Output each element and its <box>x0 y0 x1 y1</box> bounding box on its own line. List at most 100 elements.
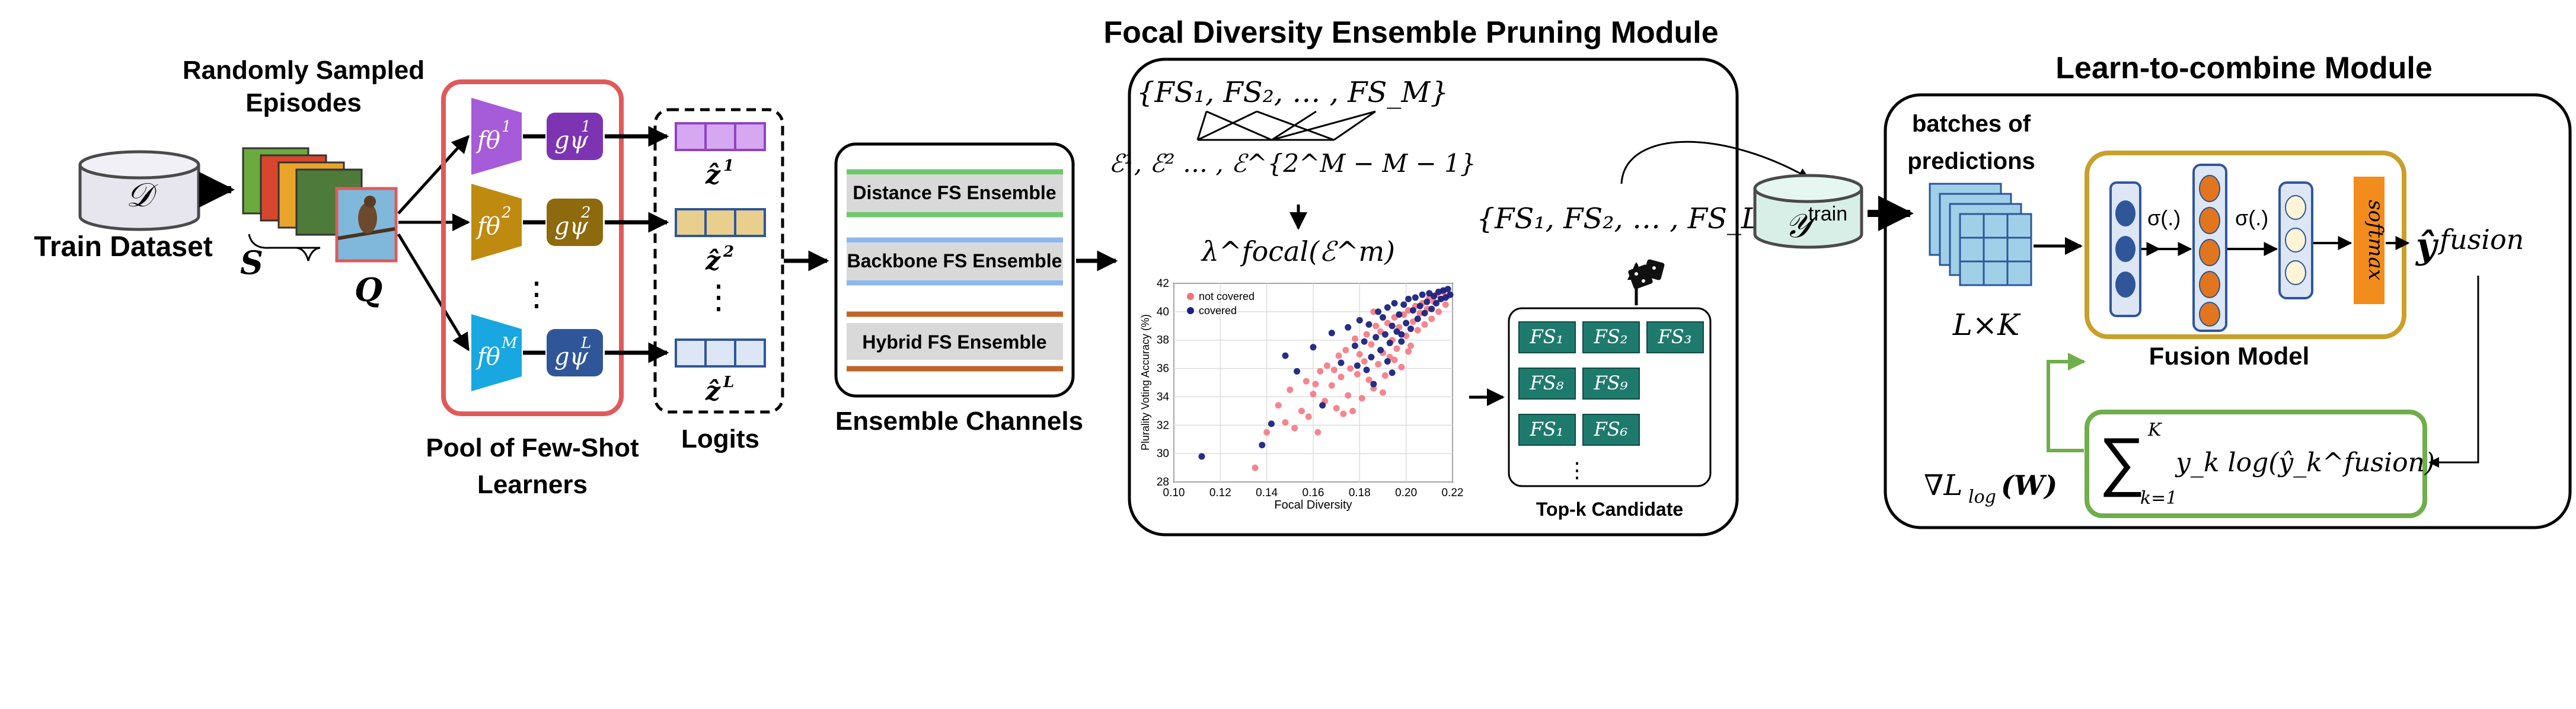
point-covered <box>1352 342 1358 349</box>
softmax-block <box>2354 177 2385 304</box>
point-covered <box>1259 442 1266 449</box>
arrow-query-to-learner-m <box>397 233 470 352</box>
point-not-covered <box>1358 395 1365 402</box>
scatter-points <box>1198 286 1454 471</box>
logit-l-sup: L <box>723 373 734 391</box>
point-covered <box>1433 300 1440 306</box>
learner-pool: fθ 1 gψ 1 fθ 2 gψ 2 ⋮ fθ M gψ L <box>426 79 639 499</box>
point-not-covered <box>1391 356 1398 363</box>
learner-2-g-sup: 2 <box>580 204 591 222</box>
backbone-trapezoid-1 <box>471 98 522 175</box>
grid-dims: L×K <box>1952 308 2021 342</box>
point-not-covered <box>1398 363 1405 371</box>
point-covered <box>1396 311 1403 318</box>
point-not-covered <box>1298 407 1305 414</box>
topk-box-label: FS₁ <box>1530 418 1564 440</box>
point-covered <box>1403 320 1410 327</box>
dataset-label: Train Dataset <box>34 231 212 263</box>
point-not-covered <box>1317 368 1324 375</box>
point-not-covered <box>1442 301 1449 308</box>
head-box-l <box>547 329 603 376</box>
train-dataset: 𝒟 Train Dataset <box>34 150 213 263</box>
gradient: ∇L <box>1924 469 1962 502</box>
point-covered <box>1405 295 1412 302</box>
logit-ellipsis: ⋮ <box>702 278 735 315</box>
point-covered <box>1268 420 1275 427</box>
point-covered <box>1377 346 1384 353</box>
point-not-covered <box>1303 378 1310 385</box>
learner-2: fθ 2 gψ 2 <box>471 184 603 261</box>
point-covered <box>1294 368 1301 375</box>
x-tick-label: 0.16 <box>1303 487 1324 499</box>
loss-box: ∑ K k=1 y_k log(ŷ_k^fusion) <box>2085 410 2435 518</box>
logits-label: Logits <box>681 424 759 453</box>
topk-box <box>1518 321 1576 353</box>
learner-1-g-sup: 1 <box>581 118 591 136</box>
learner-m: fθ M gψ L <box>471 314 603 391</box>
episodes: Randomly Sampled Episodes S Q <box>183 56 424 309</box>
sum-bottom: k=1 <box>2140 488 2177 509</box>
backbone-trapezoid-2 <box>471 184 522 261</box>
fusion-label: Fusion Model <box>2149 342 2310 370</box>
point-not-covered <box>1405 306 1412 314</box>
y-tick-label: 42 <box>1157 277 1169 290</box>
learner-m-g: gψ <box>554 343 589 371</box>
logit-l: ẑ L <box>675 338 766 407</box>
point-not-covered <box>1282 419 1289 426</box>
batches-line2: predictions <box>1907 148 2035 174</box>
point-covered <box>1444 286 1451 293</box>
x-tick-label: 0.12 <box>1209 487 1231 499</box>
ytrain-sup: train <box>1808 203 1847 225</box>
learner-2-f: fθ <box>475 213 500 240</box>
point-covered <box>1423 298 1431 305</box>
point-covered <box>1363 366 1370 373</box>
logit-2: ẑ 2 <box>675 208 766 276</box>
point-not-covered <box>1275 402 1282 409</box>
learner-1-g: gψ <box>554 127 589 154</box>
legend-not-covered: not covered <box>1199 290 1255 302</box>
point-covered <box>1386 340 1393 346</box>
point-not-covered <box>1287 386 1294 393</box>
point-covered <box>1388 322 1396 330</box>
topk-box <box>1582 414 1640 446</box>
point-not-covered <box>1365 376 1372 384</box>
point-covered <box>1380 314 1386 321</box>
fusion-model: σ(.) σ(.) softmax Fusion Model <box>2085 151 2406 370</box>
point-covered <box>1345 324 1352 331</box>
point-not-covered <box>1312 381 1319 388</box>
softmax-label: softmax <box>2364 200 2387 280</box>
arrow-query-to-learner-1 <box>397 135 470 215</box>
y-tick-label: 38 <box>1157 334 1169 347</box>
x-tick-label: 0.22 <box>1442 487 1464 499</box>
learner-m-f: fθ <box>475 343 500 371</box>
pruned-fs-set: {FS₁, FS₂, … , FS_L} <box>1477 202 1779 235</box>
arc-to-ytrain <box>1620 140 1809 184</box>
point-not-covered <box>1407 342 1414 349</box>
x-tick-label: 0.10 <box>1163 487 1185 499</box>
sum-top: K <box>2147 420 2162 440</box>
point-covered <box>1409 306 1416 314</box>
combine-title: Learn-to-combine Module <box>2055 51 2433 85</box>
point-covered <box>1416 302 1423 309</box>
x-tick-label: 0.18 <box>1349 487 1371 499</box>
grid-lines <box>1173 283 1453 483</box>
y-axis-label: Plurality Voting Accuracy (%) <box>1139 314 1151 451</box>
point-covered <box>1388 369 1396 376</box>
point-covered <box>1365 321 1372 328</box>
y-tick-label: 40 <box>1157 306 1169 318</box>
topk-box <box>1582 321 1640 353</box>
logits-dashed-border <box>653 108 784 414</box>
point-not-covered <box>1421 321 1428 328</box>
combine-border <box>1884 93 2572 529</box>
y-tick-label: 34 <box>1157 391 1170 403</box>
point-not-covered <box>1347 365 1354 372</box>
gradient-sub: log <box>1968 487 1996 507</box>
point-covered <box>1372 334 1380 341</box>
x-tick-label: 0.20 <box>1395 487 1417 499</box>
topk-border <box>1508 307 1712 487</box>
point-not-covered <box>1363 331 1370 338</box>
support-label: S <box>240 244 263 282</box>
point-not-covered <box>1356 351 1363 358</box>
topk-box-label: FS₂ <box>1594 325 1628 348</box>
dice-icon <box>1628 259 1665 289</box>
